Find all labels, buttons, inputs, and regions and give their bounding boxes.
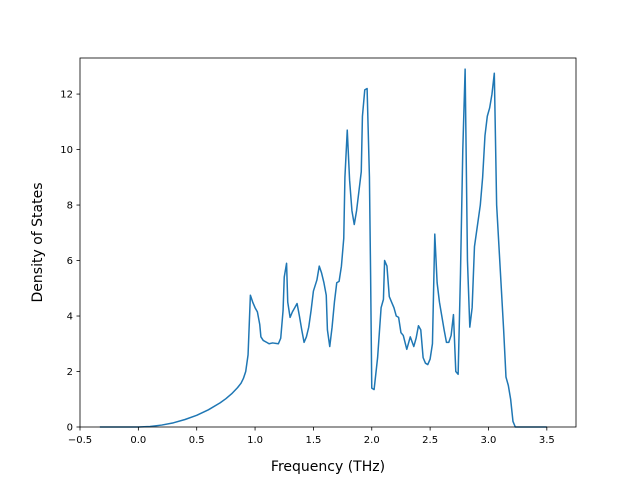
x-tick-label: 3.5 (539, 435, 555, 446)
y-axis-ticks: 0 2 4 6 8 10 12 (60, 90, 80, 434)
y-tick-label: 8 (67, 201, 73, 212)
y-tick-label: 6 (67, 256, 73, 267)
x-tick-label: 1.5 (305, 435, 321, 446)
x-tick-label: 2.5 (422, 435, 438, 446)
series-layer (99, 68, 547, 428)
y-tick-label: 0 (67, 423, 73, 434)
axes-frame (79, 57, 577, 428)
y-axis-label: Density of States (30, 183, 46, 303)
dos-series-line-0 (99, 68, 547, 428)
y-tick-label: 2 (67, 367, 73, 378)
x-axis-ticks: −0.5 0.0 0.5 1.0 1.5 2.0 2.5 3.0 3.5 (68, 427, 555, 446)
x-tick-label: 0.0 (130, 435, 146, 446)
x-tick-label: 3.0 (481, 435, 497, 446)
x-tick-label: 2.0 (364, 435, 380, 446)
y-tick-label: 12 (60, 90, 73, 101)
y-tick-label: 4 (67, 312, 73, 323)
x-tick-label: −0.5 (68, 435, 92, 446)
x-tick-label: 0.5 (189, 435, 205, 446)
y-tick-label: 10 (60, 145, 73, 156)
plot-area (80, 58, 576, 427)
x-tick-label: 1.0 (247, 435, 263, 446)
x-axis-label: Frequency (THz) (271, 459, 385, 475)
